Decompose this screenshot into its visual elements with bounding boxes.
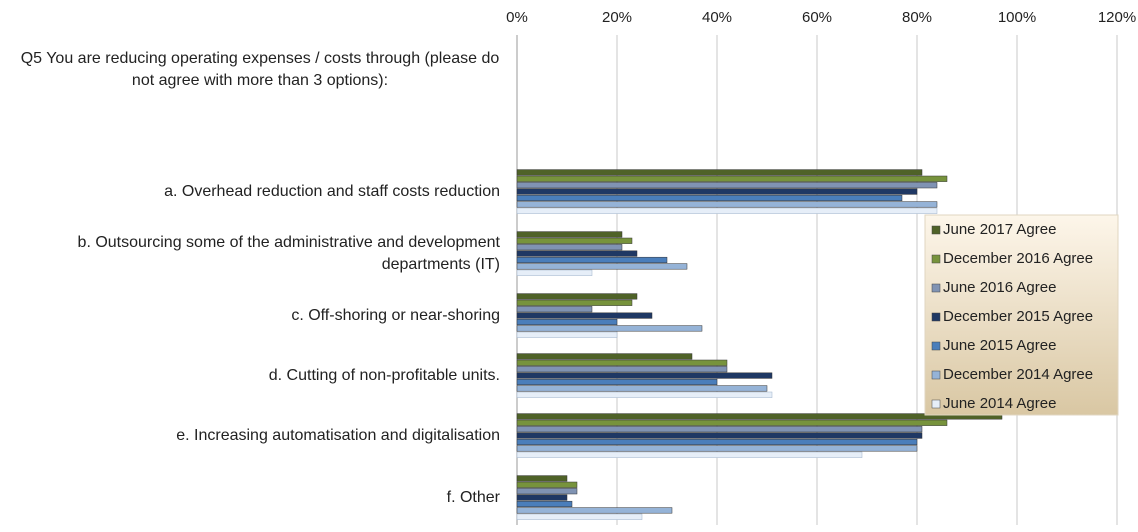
legend-label: June 2017 Agree [943,221,1056,238]
x-tick-label: 80% [902,9,932,26]
x-tick-label: 60% [802,9,832,26]
bar [516,306,593,313]
bar [516,175,948,182]
bar [516,488,578,495]
y-tick-label: d. Cutting of non-profitable units. [268,367,500,384]
bar [516,182,938,189]
bar [516,475,568,482]
bar [516,269,593,276]
bar [516,378,718,386]
bar [516,318,618,326]
legend-label: June 2016 Agree [943,279,1056,296]
bar [516,244,623,251]
legend-box [924,214,1119,416]
bar [516,494,568,501]
bar [516,432,923,439]
legend-swatch [931,312,941,322]
bar [516,263,688,270]
bar [516,353,693,360]
bar [516,481,578,488]
bar [516,413,1003,420]
bar [516,207,938,214]
x-tick-label: 0% [506,9,528,26]
legend-label: December 2015 Agree [943,308,1093,325]
legend-swatch [931,225,941,235]
bar [516,391,773,398]
x-tick-label: 20% [602,9,632,26]
bar [516,169,923,176]
bar [516,445,918,452]
bar [516,188,918,195]
x-tick-label: 40% [702,9,732,26]
bar [516,299,633,306]
bar [516,331,618,338]
bar [516,293,638,300]
bar [516,237,633,244]
x-tick-label: 100% [998,9,1036,26]
legend-swatch [931,341,941,351]
bar [516,419,948,426]
bar [516,194,903,202]
legend-swatch [931,399,941,409]
y-tick-label: c. Off-shoring or near-shoring [291,307,500,324]
bar [516,325,703,332]
bar [516,359,728,366]
bar [516,507,673,514]
bar [516,366,728,373]
legend-label: December 2016 Agree [943,250,1093,267]
bar [516,250,638,257]
bar [516,451,863,458]
bar [516,500,573,508]
y-tick-label: a. Overhead reduction and staff costs re… [164,183,500,200]
bar [516,372,773,379]
chart-title: Q5 You are reducing operating expenses /… [20,50,500,89]
legend-label: June 2015 Agree [943,337,1056,354]
y-tick-label: b. Outsourcing some of the administrativ… [77,234,500,273]
legend-swatch [931,370,941,380]
bar [516,312,653,319]
bar [516,513,643,520]
bar [516,201,938,208]
bar [516,438,918,446]
y-tick-label: f. Other [446,489,500,506]
legend-swatch [931,283,941,293]
legend-swatch [931,254,941,264]
bar [516,231,623,238]
legend-label: December 2014 Agree [943,366,1093,383]
x-tick-label: 120% [1098,9,1136,26]
legend-label: June 2014 Agree [943,395,1056,412]
y-tick-label: e. Increasing automatisation and digital… [176,427,500,444]
bar [516,256,668,264]
bar [516,385,768,392]
bar [516,426,923,433]
